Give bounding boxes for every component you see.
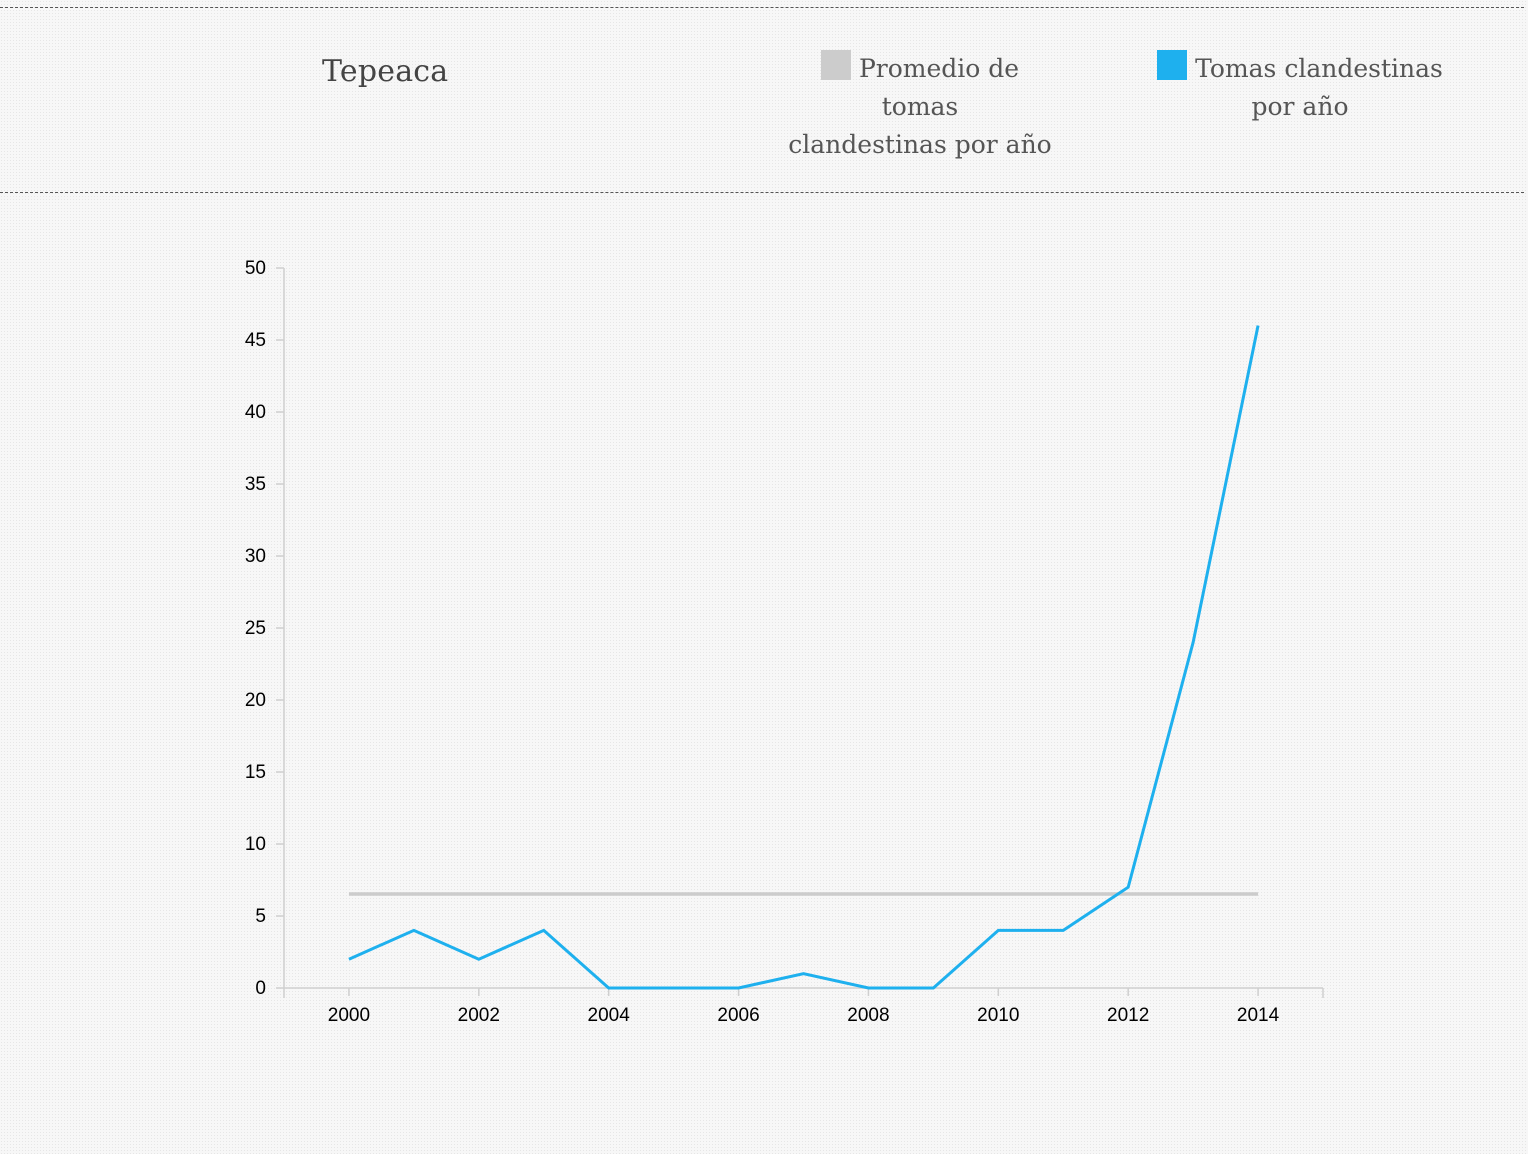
legend-average: Promedio de tomas clandestinas por año xyxy=(780,50,1060,164)
chart-series xyxy=(348,325,1260,990)
legend-average-swatch xyxy=(820,50,851,80)
legend-average-label-line1: Promedio de tomas xyxy=(858,54,1020,121)
y-tick-label: 0 xyxy=(255,978,266,999)
y-tick-label: 40 xyxy=(245,402,266,423)
x-tick-label: 2008 xyxy=(847,1005,889,1026)
legend-yearly: Tomas clandestinas por año xyxy=(1155,50,1445,126)
y-tick-label: 15 xyxy=(245,762,266,783)
y-tick-label: 50 xyxy=(245,258,266,279)
x-tick-label: 2000 xyxy=(328,1005,370,1026)
legend-yearly-label-line2: por año xyxy=(1251,92,1349,121)
x-tick-label: 2010 xyxy=(977,1005,1019,1026)
y-tick-label: 20 xyxy=(245,690,266,711)
y-tick-label: 10 xyxy=(245,834,266,855)
legend-yearly-swatch xyxy=(1157,50,1188,80)
chart-axes: 0 5 10 15 20 25 30 35 40 45 50 2000 2002 2004 2006 2008… xyxy=(245,258,1324,1026)
x-tick-label: 2006 xyxy=(717,1005,759,1026)
chart-title: Tepeaca xyxy=(322,54,449,89)
y-tick-label: 25 xyxy=(245,618,266,639)
chart-header: Tepeaca Promedio de tomas clandestinas p… xyxy=(0,7,1524,193)
y-tick-label: 35 xyxy=(245,474,266,495)
yearly-line xyxy=(348,325,1260,990)
y-tick-label: 30 xyxy=(245,546,266,567)
legend-average-label-line2: clandestinas por año xyxy=(788,130,1052,159)
x-tick-label: 2014 xyxy=(1237,1005,1280,1026)
x-tick-label: 2004 xyxy=(588,1005,631,1026)
x-tick-label: 2002 xyxy=(458,1005,500,1026)
legend-yearly-label-line1: Tomas clandestinas xyxy=(1195,54,1443,83)
x-tick-label: 2012 xyxy=(1107,1005,1149,1026)
y-tick-label: 45 xyxy=(245,330,266,351)
y-tick-label: 5 xyxy=(255,906,266,927)
